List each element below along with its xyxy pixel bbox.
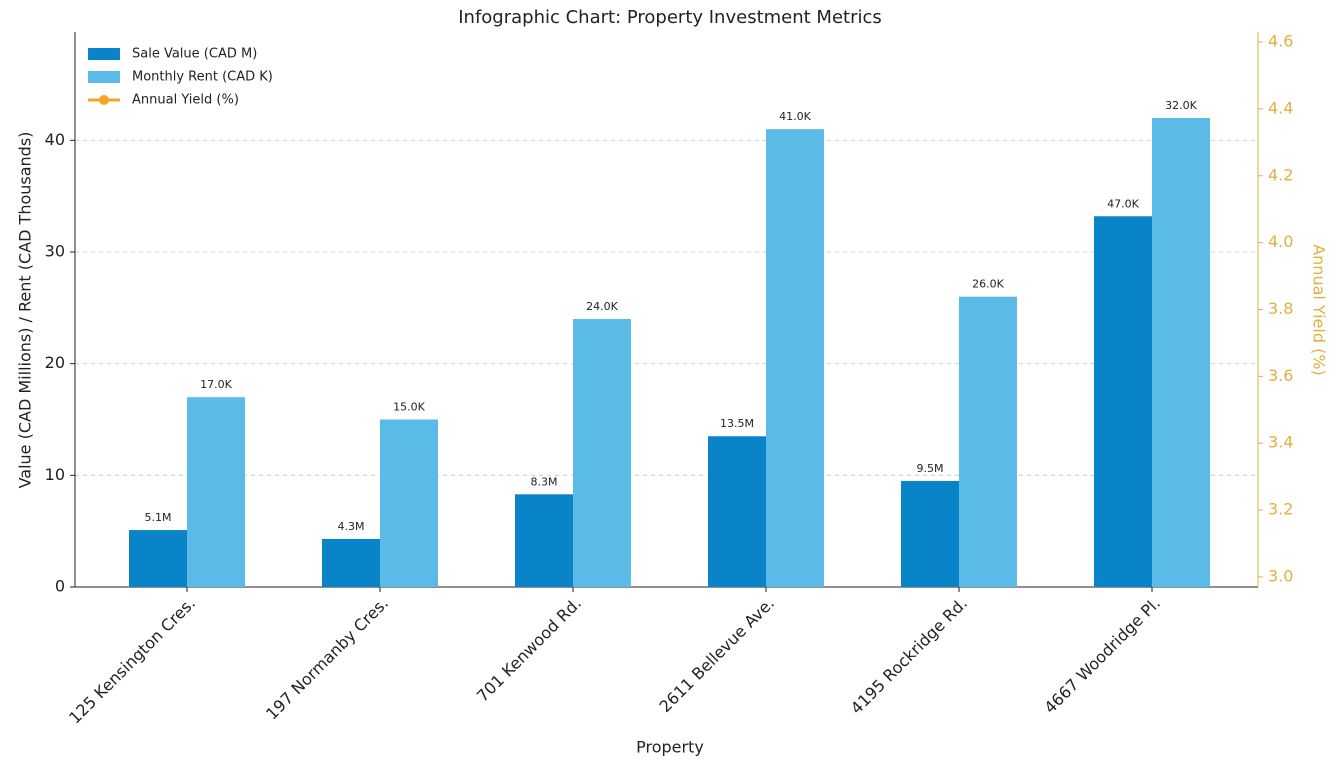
y2-tick-label: 4.4 <box>1268 98 1293 117</box>
data-label: 4.3M <box>338 520 365 533</box>
data-label: 13.5M <box>720 417 754 430</box>
data-label: 15.0K <box>393 400 425 413</box>
data-label: 17.0K <box>200 378 232 391</box>
bar <box>1094 216 1152 587</box>
bar <box>515 494 573 587</box>
y-tick-label: 40 <box>45 130 65 149</box>
data-label: 41.0K <box>779 110 811 123</box>
x-tick-label: 2611 Bellevue Ave. <box>655 594 778 717</box>
x-tick-label: 4667 Woodridge Pl. <box>1040 594 1164 718</box>
data-label: 24.0K <box>586 300 618 313</box>
y2-tick-label: 3.4 <box>1268 433 1293 452</box>
bar <box>959 296 1017 587</box>
chart-title: Infographic Chart: Property Investment M… <box>458 7 882 28</box>
y2-tick-label: 4.0 <box>1268 232 1293 251</box>
data-label: 8.3M <box>531 475 558 488</box>
legend-label: Monthly Rent (CAD K) <box>132 70 273 85</box>
legend-label: Annual Yield (%) <box>132 93 239 108</box>
y2-tick-label: 4.2 <box>1268 165 1293 184</box>
x-tick-label: 701 Kenwood Rd. <box>473 594 585 706</box>
data-label: 32.0K <box>1165 99 1197 112</box>
data-label: 9.5M <box>917 462 944 475</box>
data-label: 47.0K <box>1107 197 1139 210</box>
bar <box>901 480 959 587</box>
legend-label: Sale Value (CAD M) <box>132 47 257 62</box>
y-tick-label: 30 <box>45 241 65 260</box>
bar <box>1152 117 1210 588</box>
y2-tick-label: 3.2 <box>1268 500 1293 519</box>
y-tick-label: 20 <box>45 353 65 372</box>
y2-tick-label: 3.6 <box>1268 366 1293 385</box>
y-axis-label: Value (CAD Millions) / Rent (CAD Thousan… <box>16 132 35 489</box>
x-tick-label: 4195 Rockridge Rd. <box>847 594 971 718</box>
bar <box>129 530 187 587</box>
legend-swatch <box>88 48 120 60</box>
bar <box>573 318 631 587</box>
y2-axis-label: Annual Yield (%) <box>1310 244 1329 376</box>
x-tick-label: 197 Normanby Cres. <box>262 594 392 724</box>
x-tick-label: 125 Kensington Cres. <box>65 594 199 728</box>
legend-swatch <box>88 71 120 83</box>
legend-swatch <box>99 95 109 105</box>
bar <box>322 538 380 587</box>
bar <box>766 129 824 587</box>
data-label: 5.1M <box>145 511 172 524</box>
y2-tick-label: 3.8 <box>1268 299 1293 318</box>
bar <box>187 397 245 587</box>
y2-tick-label: 4.6 <box>1268 32 1293 51</box>
y2-tick-label: 3.0 <box>1268 566 1293 585</box>
y-tick-label: 0 <box>55 577 65 596</box>
x-axis-label: Property <box>636 738 704 757</box>
y-tick-label: 10 <box>45 465 65 484</box>
bar <box>380 419 438 587</box>
data-label: 26.0K <box>972 278 1004 291</box>
bar <box>708 436 766 587</box>
